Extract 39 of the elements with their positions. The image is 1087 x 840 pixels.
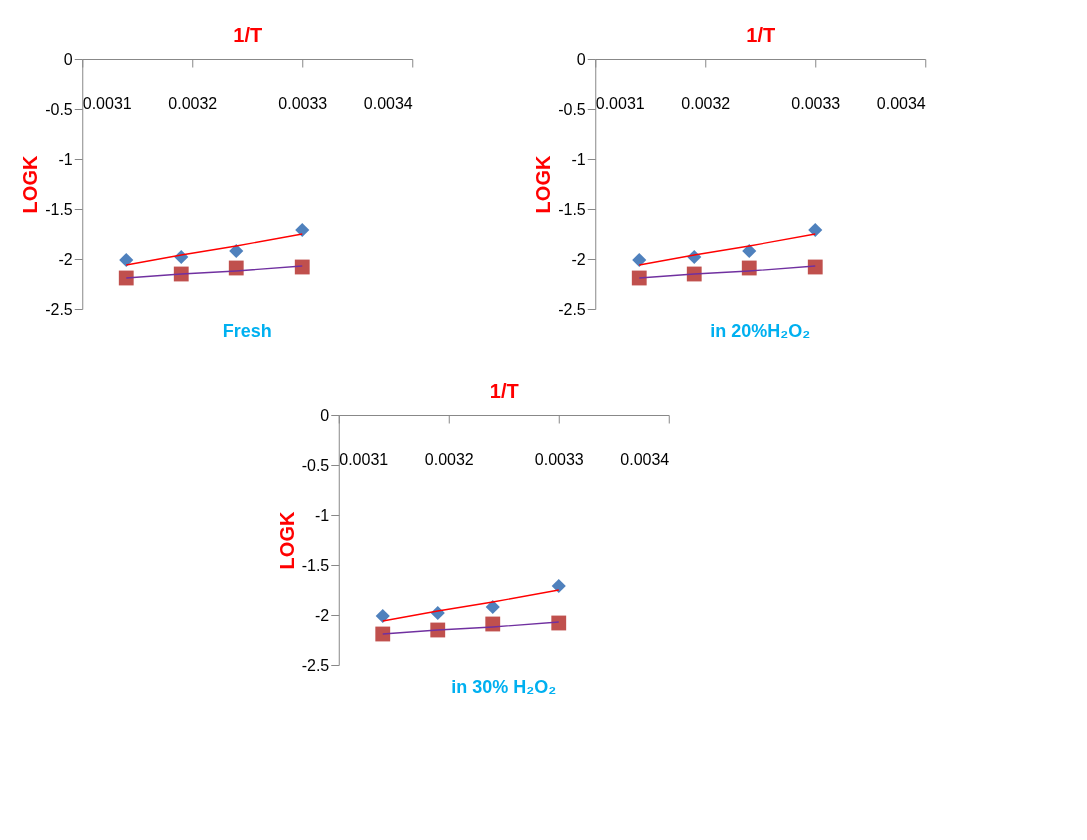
x-tick-label: 0.0031 <box>82 94 132 112</box>
text: Fresh <box>222 321 272 341</box>
x-tick-label: 0.0032 <box>168 94 218 112</box>
y-tick-label: -1 <box>571 150 586 168</box>
y-tick-label: -1 <box>58 150 73 168</box>
y-tick-label: -1 <box>315 506 330 524</box>
x-tick-label: 0.0031 <box>339 450 389 468</box>
x-tick-label: 0.0033 <box>534 450 584 468</box>
x-tick-label: 0.0034 <box>876 94 926 112</box>
y-tick-label: -1.5 <box>558 200 586 218</box>
y-axis-title: LOGK <box>275 511 298 570</box>
y-tick-label: 0 <box>320 406 330 424</box>
x-tick-label: 0.0034 <box>363 94 413 112</box>
y-tick-label: -0.5 <box>45 100 73 118</box>
x-axis-title: 1/T <box>233 23 263 46</box>
text: in 20%H₂O₂ <box>710 321 811 341</box>
y-tick-label: -2.5 <box>558 300 586 318</box>
x-axis-title: 1/T <box>746 23 776 46</box>
y-tick-label: 0 <box>63 50 73 68</box>
x-tick-label: 0.0032 <box>424 450 474 468</box>
y-tick-label: -2 <box>58 250 73 268</box>
y-axis-title: LOGK <box>532 155 555 214</box>
x-tick-label: 0.0032 <box>681 94 731 112</box>
y-tick-label: -1.5 <box>45 200 73 218</box>
x-axis-title: 1/T <box>489 379 519 402</box>
x-tick-label: 0.0033 <box>278 94 328 112</box>
y-tick-label: -2.5 <box>301 656 330 674</box>
y-tick-label: -0.5 <box>558 100 586 118</box>
x-tick-label: 0.0034 <box>620 450 670 468</box>
text: in 30% H₂O₂ <box>451 677 557 697</box>
y-tick-label: -2.5 <box>45 300 73 318</box>
y-tick-label: -2 <box>571 250 586 268</box>
y-axis-title: LOGK <box>19 155 42 214</box>
x-tick-label: 0.0031 <box>595 94 645 112</box>
y-tick-label: -1.5 <box>301 556 330 574</box>
x-tick-label: 0.0033 <box>791 94 841 112</box>
y-tick-label: -2 <box>315 606 330 624</box>
y-tick-label: -0.5 <box>301 456 330 474</box>
y-tick-label: 0 <box>576 50 586 68</box>
